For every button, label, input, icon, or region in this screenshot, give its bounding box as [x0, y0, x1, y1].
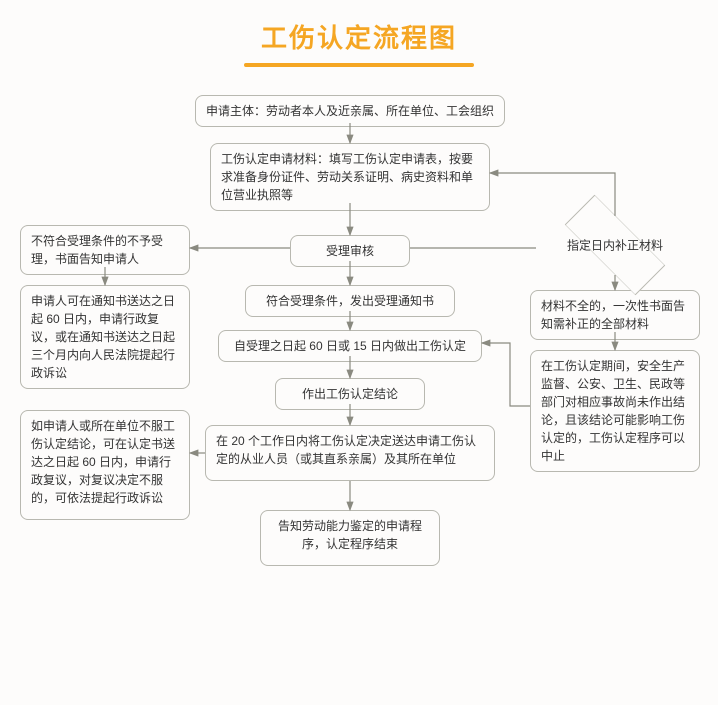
node-incomplete: 材料不全的，一次性书面告知需补正的全部材料	[530, 290, 700, 340]
node-deliver: 在 20 个工作日内将工伤认定决定送达申请工伤认定的从业人员（或其直系亲属）及其…	[205, 425, 495, 481]
node-appeal-2: 如申请人或所在单位不服工伤认定结论，可在认定书送达之日起 60 日内，申请行政复…	[20, 410, 190, 520]
node-conclusion: 作出工伤认定结论	[275, 378, 425, 410]
node-applicant: 申请主体：劳动者本人及近亲属、所在单位、工会组织	[195, 95, 505, 127]
title-underline	[244, 63, 474, 67]
node-materials: 工伤认定申请材料：填写工伤认定申请表，按要求准备身份证件、劳动关系证明、病史资料…	[210, 143, 490, 211]
node-suspend: 在工伤认定期间，安全生产监督、公安、卫生、民政等部门对相应事故尚未作出结论，且该…	[530, 350, 700, 472]
node-supplement-decision: 指定日内补正材料	[535, 215, 695, 275]
node-appeal-1: 申请人可在通知书送达之日起 60 日内，申请行政复议，或在通知书送达之日起三个月…	[20, 285, 190, 389]
node-deadline: 自受理之日起 60 日或 15 日内做出工伤认定	[218, 330, 482, 362]
node-reject: 不符合受理条件的不予受理，书面告知申请人	[20, 225, 190, 275]
diamond-label: 指定日内补正材料	[567, 237, 663, 254]
node-accept-notice: 符合受理条件，发出受理通知书	[245, 285, 455, 317]
flowchart-title: 工伤认定流程图	[0, 0, 718, 63]
node-end: 告知劳动能力鉴定的申请程序，认定程序结束	[260, 510, 440, 566]
node-review: 受理审核	[290, 235, 410, 267]
